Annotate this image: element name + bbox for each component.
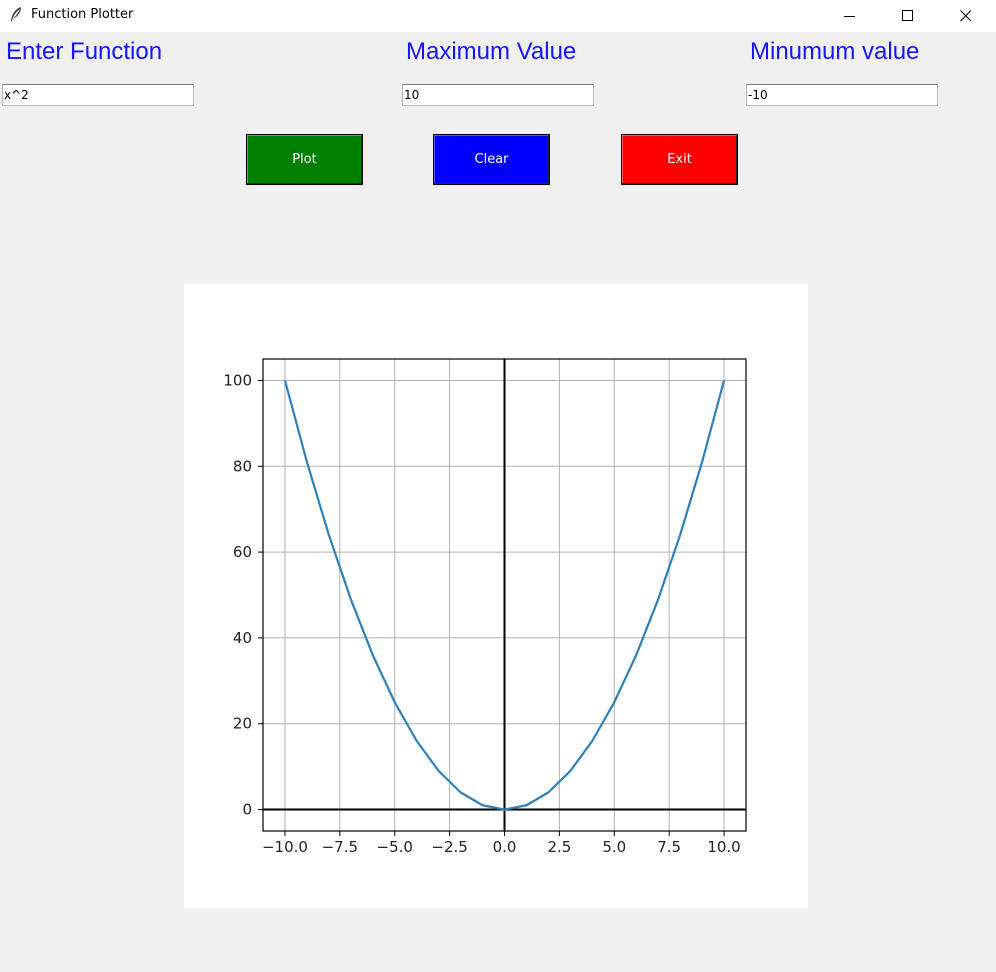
min-value-input[interactable] [746, 84, 938, 106]
y-tick-label: 0 [242, 801, 252, 819]
x-tick-label: 5.0 [602, 838, 626, 856]
plot-canvas: −10.0 −7.5 −5.0 −2.5 0.0 2.5 5.0 7.5 10.0 0 20 40 60… [184, 284, 808, 908]
function-label: Enter Function [6, 38, 163, 65]
max-value-label: Maximum Value [406, 38, 577, 65]
function-chart: −10.0 −7.5 −5.0 −2.5 0.0 2.5 5.0 7.5 10.0 0 20 40 60… [223, 358, 747, 856]
x-tick-label: 7.5 [657, 838, 681, 856]
x-tick-label: −2.5 [431, 838, 467, 856]
y-tick-label: 40 [233, 629, 252, 647]
exit-button[interactable]: Exit [621, 134, 738, 185]
x-tick-label: 10.0 [707, 838, 740, 856]
minimize-button[interactable] [821, 0, 879, 32]
y-tick-label: 20 [233, 715, 252, 733]
window-title: Function Plotter [31, 7, 134, 22]
clear-button[interactable]: Clear [433, 134, 550, 185]
y-tick-label: 100 [223, 371, 252, 389]
min-value-label: Minumum value [750, 38, 920, 65]
maximize-button[interactable] [879, 0, 937, 32]
minimize-icon [844, 16, 855, 17]
plot-button[interactable]: Plot [246, 134, 363, 185]
x-tick-label: −10.0 [262, 838, 308, 856]
maximize-icon [902, 10, 913, 21]
x-tick-label: 2.5 [547, 838, 571, 856]
y-tick-label: 60 [233, 543, 252, 561]
feather-icon [8, 6, 24, 24]
close-icon [960, 10, 972, 22]
x-tick-label: −5.0 [377, 838, 413, 856]
x-tick-label: 0.0 [493, 838, 517, 856]
max-value-input[interactable] [402, 84, 594, 106]
function-input[interactable] [2, 84, 194, 106]
title-bar: Function Plotter [0, 0, 996, 32]
close-button[interactable] [937, 0, 995, 32]
x-tick-label: −7.5 [322, 838, 358, 856]
y-tick-label: 80 [233, 457, 252, 475]
